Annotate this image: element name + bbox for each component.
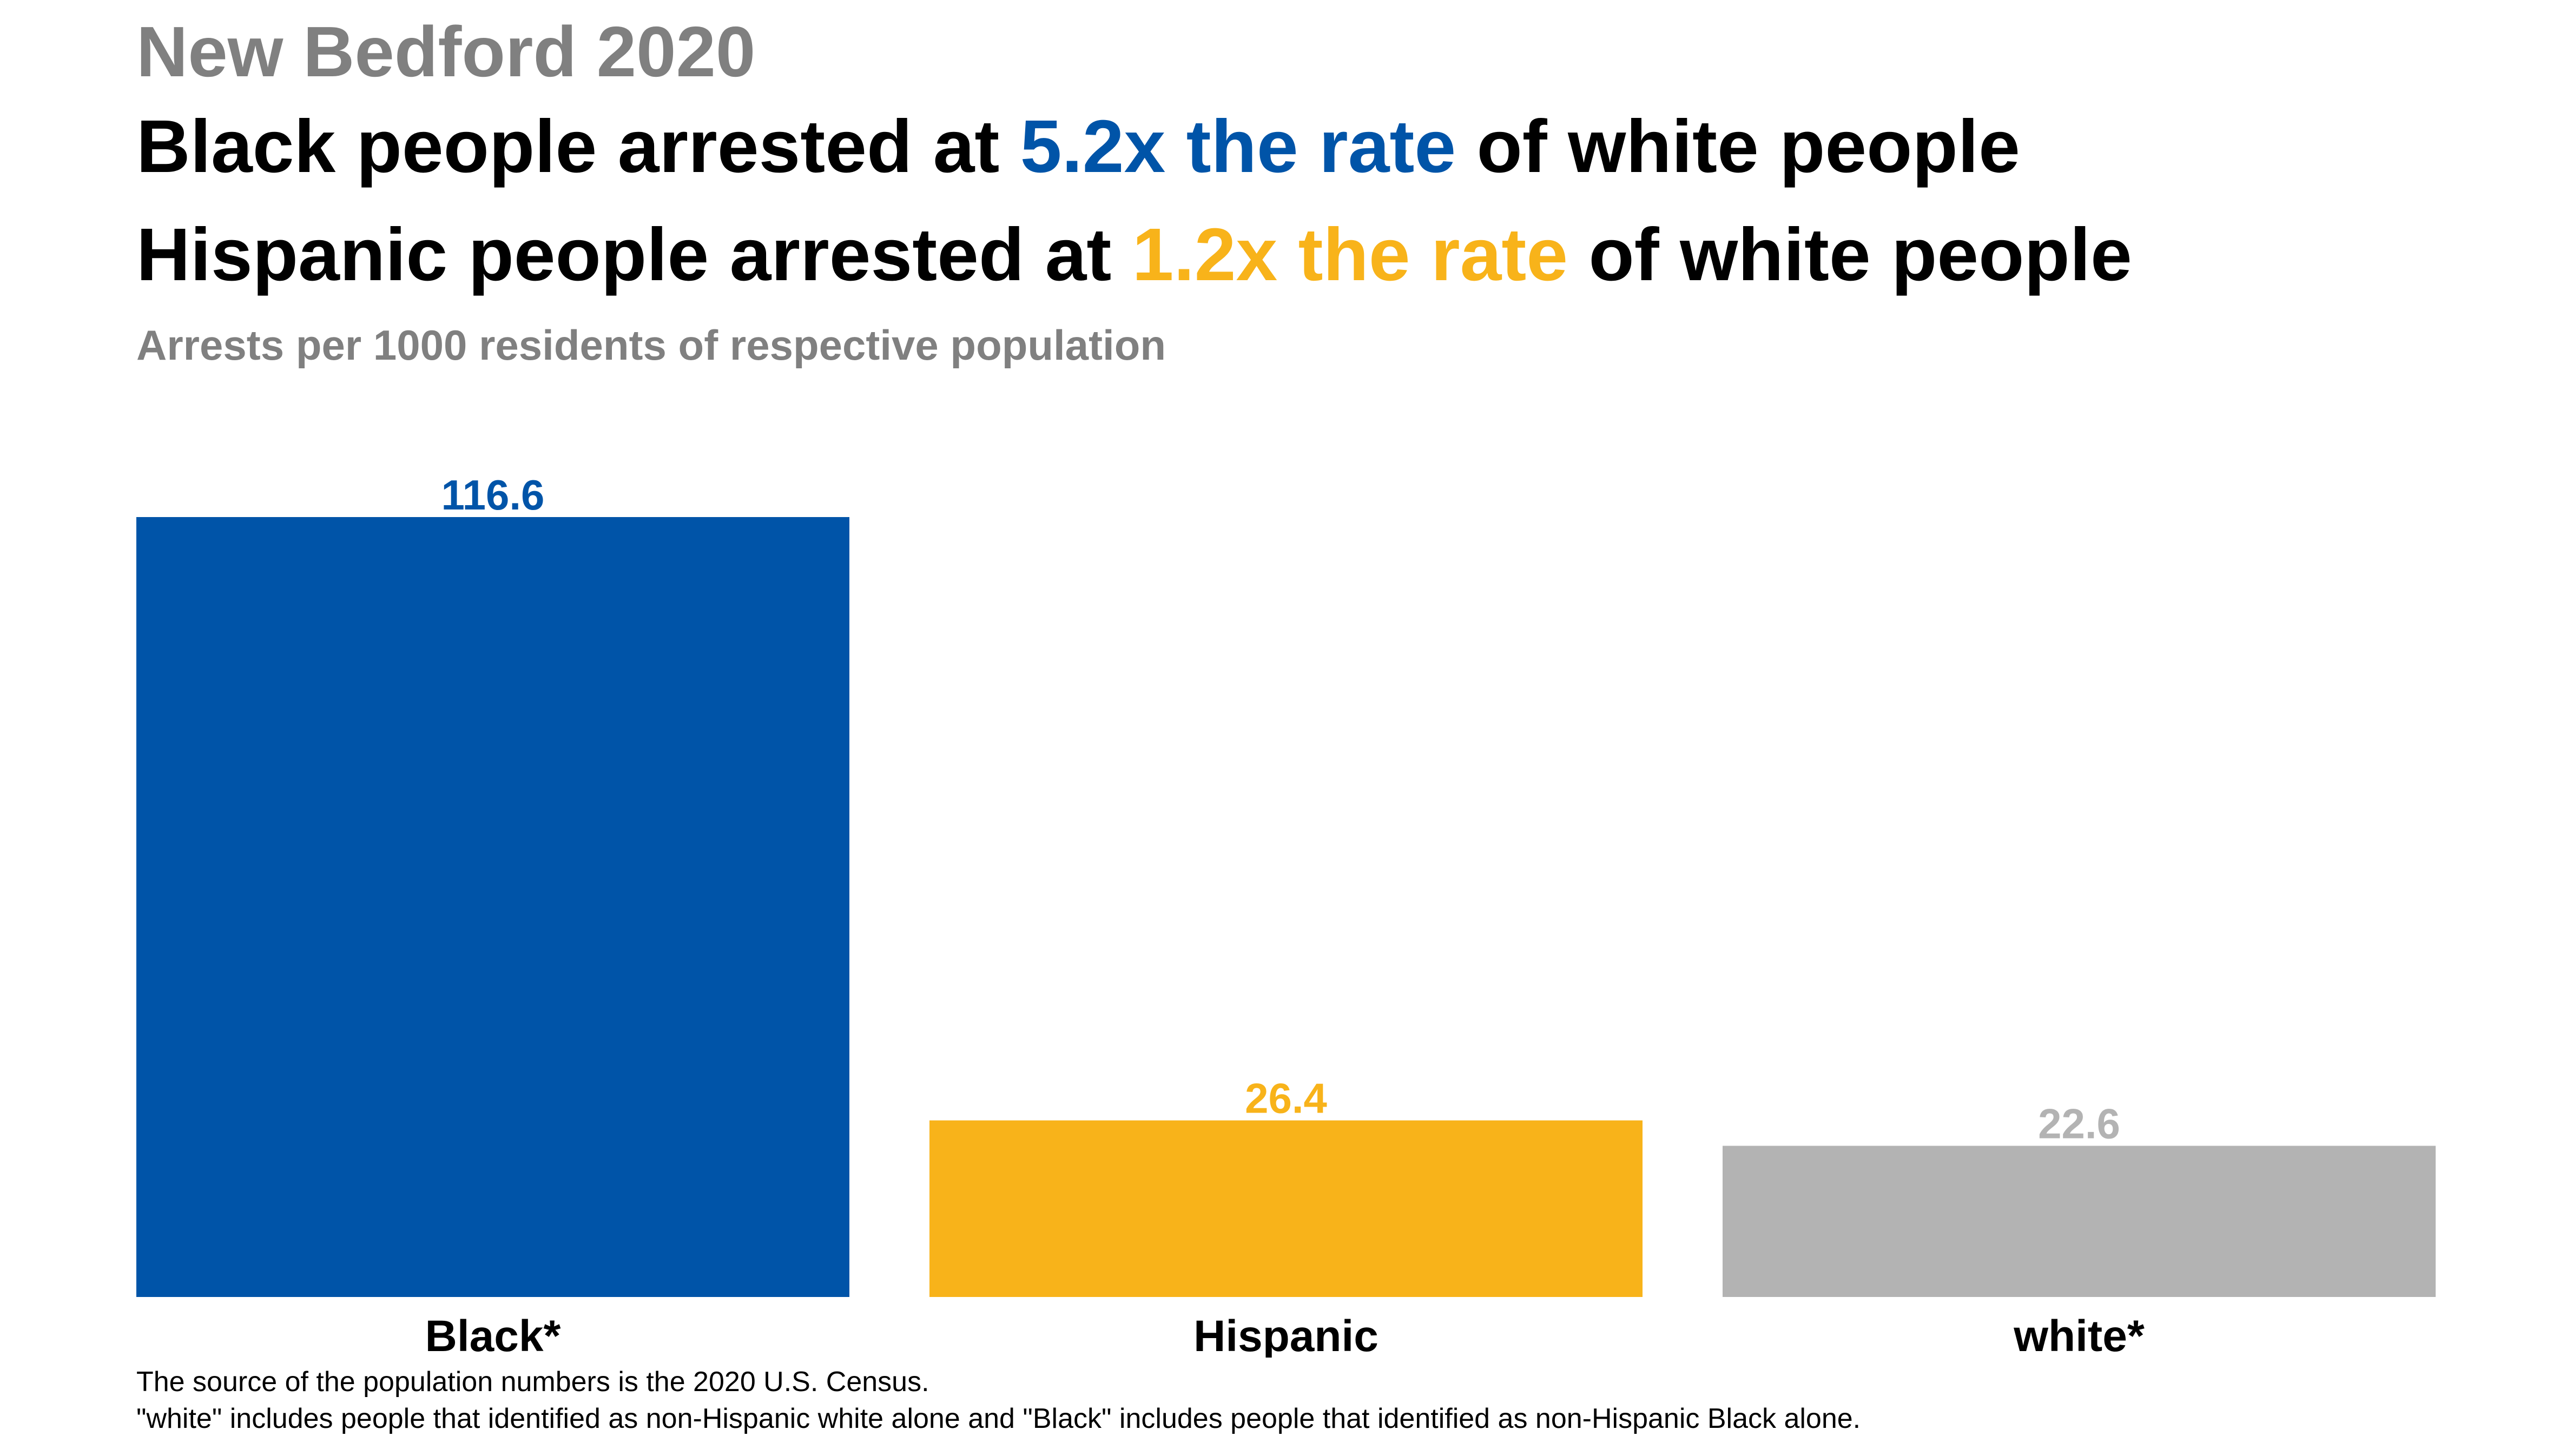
headline-hispanic-rate: Hispanic people arrested at 1.2x the rat… bbox=[136, 212, 2132, 298]
footnote-source: The source of the population numbers is … bbox=[136, 1366, 929, 1398]
chart-subtitle: Arrests per 1000 residents of respective… bbox=[136, 321, 1166, 369]
headline-hispanic-highlight: 1.2x the rate bbox=[1132, 213, 1568, 296]
chart-kicker: New Bedford 2020 bbox=[136, 12, 756, 91]
category-label-black: Black* bbox=[425, 1312, 561, 1358]
data-label-hispanic: 26.4 bbox=[1245, 1075, 1327, 1122]
headline-black-highlight: 5.2x the rate bbox=[1020, 105, 1456, 188]
bar-black bbox=[136, 517, 849, 1297]
headline-black-after: of white people bbox=[1456, 105, 2020, 188]
category-label-hispanic: Hispanic bbox=[1193, 1312, 1379, 1358]
bar-chart: 116.6 Black* 26.4 Hispanic 22.6 white* bbox=[136, 471, 2436, 1358]
category-label-white: white* bbox=[2013, 1312, 2145, 1358]
bar-hispanic bbox=[929, 1120, 1643, 1297]
data-label-black: 116.6 bbox=[441, 471, 545, 519]
bar-white bbox=[1723, 1146, 2436, 1297]
headline-black-rate: Black people arrested at 5.2x the rate o… bbox=[136, 104, 2020, 190]
data-label-white: 22.6 bbox=[2038, 1100, 2120, 1148]
headline-hispanic-before: Hispanic people arrested at bbox=[136, 213, 1132, 296]
footnote-definitions: "white" includes people that identified … bbox=[136, 1403, 1861, 1434]
headline-black-before: Black people arrested at bbox=[136, 105, 1020, 188]
headline-hispanic-after: of white people bbox=[1568, 213, 2132, 296]
